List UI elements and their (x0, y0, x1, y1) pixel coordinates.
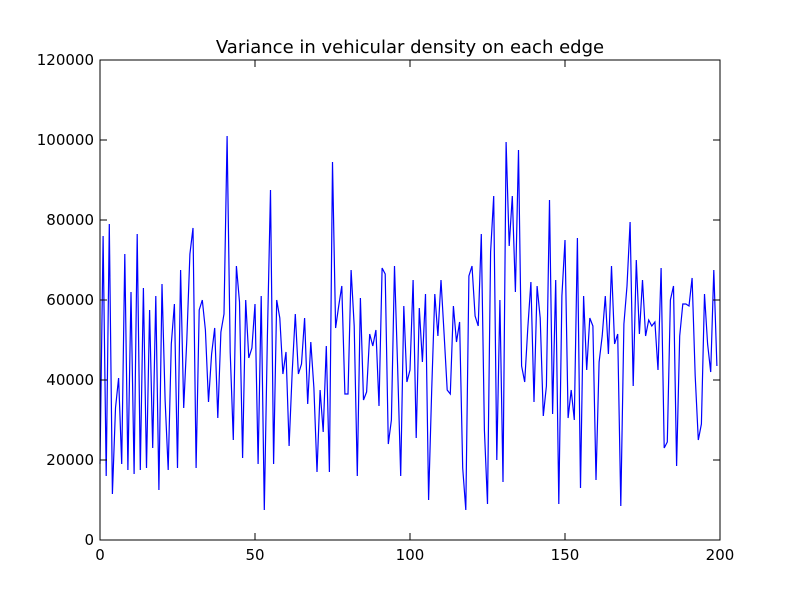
chart-title: Variance in vehicular density on each ed… (216, 37, 604, 58)
y-tick-label: 100000 (37, 131, 94, 149)
x-tick-label: 50 (245, 546, 264, 564)
plot-frame (99, 59, 721, 541)
plot-line-layer (99, 135, 718, 511)
y-tick-label: 80000 (46, 211, 94, 229)
y-axis: 0 20000 40000 60000 80000 100000 120000 (37, 51, 720, 549)
x-axis: 0 50 100 150 200 (95, 60, 734, 564)
y-tick-label: 20000 (46, 451, 94, 469)
y-tick-label: 60000 (46, 291, 94, 309)
y-tick-label: 0 (84, 531, 94, 549)
y-tick-label: 120000 (37, 51, 94, 69)
x-tick-label: 0 (95, 546, 105, 564)
x-tick-label: 100 (396, 546, 425, 564)
x-tick-label: 150 (551, 546, 580, 564)
y-tick-label: 40000 (46, 371, 94, 389)
series-line-0 (99, 135, 718, 511)
x-tick-label: 200 (706, 546, 735, 564)
